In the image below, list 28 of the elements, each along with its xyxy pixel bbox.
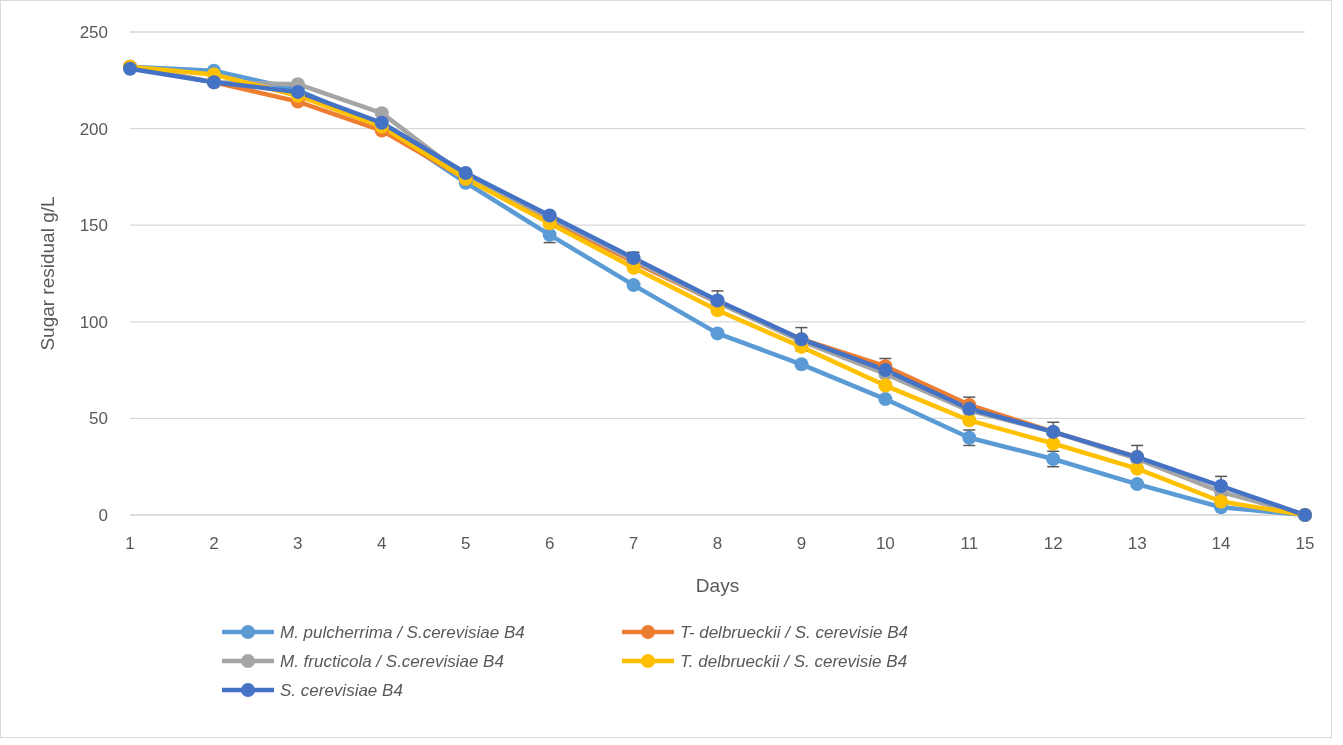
x-axis-title: Days (695, 575, 740, 596)
y-tick-label: 250 (79, 22, 108, 42)
y-axis-title: Sugar residual g/L (37, 196, 58, 351)
x-tick-label: 8 (712, 534, 723, 553)
x-tick-label: 13 (1127, 534, 1147, 553)
legend-label: T. delbrueckii / S. cerevisie B4 (680, 651, 908, 671)
x-tick-label: 7 (628, 534, 639, 553)
legend-label: S. cerevisiae B4 (280, 680, 403, 700)
x-tick-label: 4 (377, 534, 387, 553)
y-tick-label: 50 (89, 409, 108, 429)
x-tick-label: 5 (460, 534, 471, 553)
x-tick-label: 14 (1211, 534, 1231, 553)
x-tick-label: 11 (960, 534, 979, 553)
x-tick-label: 1 (125, 534, 135, 553)
x-tick-label: 15 (1295, 534, 1315, 553)
y-tick-label: 150 (79, 216, 108, 236)
y-tick-label: 200 (79, 119, 108, 139)
legend-label: M. pulcherrima / S.cerevisiae B4 (280, 622, 525, 642)
y-tick-label: 100 (79, 312, 108, 332)
legend-label: T- delbrueckii / S. cerevisie B4 (680, 622, 909, 642)
x-tick-label: 6 (544, 534, 555, 553)
x-tick-label: 3 (293, 534, 303, 553)
x-tick-label: 9 (796, 534, 807, 553)
legend-label: M. fructicola / S.cerevisiae B4 (280, 651, 504, 671)
x-tick-label: 12 (1043, 534, 1063, 553)
y-tick-label: 0 (98, 505, 108, 525)
x-tick-label: 10 (875, 534, 895, 553)
x-tick-label: 2 (209, 534, 219, 553)
